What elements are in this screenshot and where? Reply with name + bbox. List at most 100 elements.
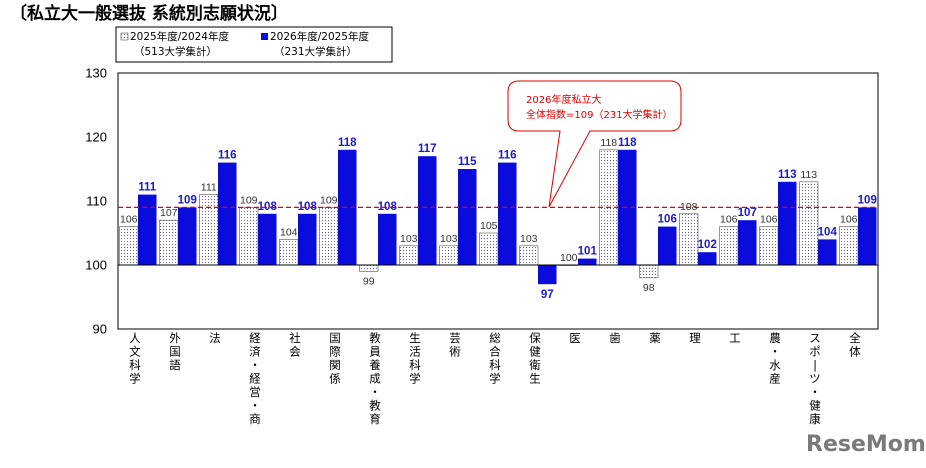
resemom-logo: ReseMom bbox=[806, 432, 926, 457]
bar-series-a bbox=[159, 219, 179, 266]
bar-series-b bbox=[618, 149, 637, 265]
bar-series-a bbox=[399, 245, 419, 266]
bar-series-b bbox=[698, 252, 717, 265]
bar-series-b bbox=[218, 162, 237, 265]
y-axis: 90 100 110 120 130 bbox=[85, 66, 107, 337]
category-label: 医 bbox=[569, 331, 581, 345]
value-label-series-b: 97 bbox=[541, 289, 554, 301]
category-labels: 人文科学 外国語 法 経済・経営・商 社会 国際関係 教員養成・教育 生活科学 芸術 総合科学 保健… bbox=[129, 331, 861, 426]
value-label-series-a: 106 bbox=[760, 214, 778, 226]
bar-series-b bbox=[338, 149, 357, 265]
value-labels: 1061111071091111161091081041081091189910… bbox=[120, 137, 877, 301]
bar-series-a bbox=[199, 194, 219, 266]
value-label-series-a: 100 bbox=[560, 252, 578, 264]
value-label-series-b: 111 bbox=[138, 182, 157, 194]
legend-label-series-b: 2026年度/2025年度 bbox=[270, 30, 369, 43]
value-label-series-a: 106 bbox=[840, 214, 858, 226]
bar-series-b bbox=[818, 239, 837, 265]
bar-series-b bbox=[258, 213, 277, 265]
legend-box bbox=[115, 26, 393, 63]
bars bbox=[119, 149, 877, 285]
value-label-series-a: 113 bbox=[800, 169, 817, 181]
category-label: 工 bbox=[729, 331, 741, 345]
bar-series-b bbox=[738, 220, 757, 265]
bar-series-a bbox=[679, 213, 699, 266]
category-label: 法 bbox=[209, 331, 221, 345]
legend-label-series-a: 2025年度/2024年度 bbox=[130, 30, 229, 43]
y-tick-label: 120 bbox=[85, 130, 107, 145]
y-tick-label: 100 bbox=[85, 258, 107, 273]
value-label-series-a: 107 bbox=[160, 207, 178, 219]
value-label-series-a: 109 bbox=[240, 194, 258, 206]
bar-series-b bbox=[658, 226, 677, 265]
category-label: 国際関係 bbox=[329, 331, 341, 386]
bar-series-a bbox=[639, 264, 659, 279]
value-label-series-a: 118 bbox=[600, 137, 617, 149]
y-tick-label: 130 bbox=[85, 66, 107, 81]
value-label-series-a: 106 bbox=[720, 214, 738, 226]
value-label-series-b: 106 bbox=[658, 214, 677, 226]
value-label-series-a: 106 bbox=[120, 214, 138, 226]
bar-series-b bbox=[418, 156, 437, 265]
callout-line-1: 2026年度私立大 bbox=[526, 93, 601, 106]
value-label-series-b: 108 bbox=[298, 201, 318, 213]
category-label: 外国語 bbox=[169, 331, 181, 372]
category-label: 社会 bbox=[289, 331, 301, 359]
value-label-series-b: 118 bbox=[338, 137, 357, 149]
bar-series-a bbox=[319, 207, 339, 266]
category-label: 理 bbox=[689, 331, 701, 345]
bar-series-b bbox=[458, 169, 477, 265]
value-label-series-b: 115 bbox=[458, 156, 477, 168]
callout-bubble bbox=[507, 80, 682, 208]
bar-series-a bbox=[119, 226, 139, 266]
bar-series-a bbox=[799, 181, 819, 266]
category-label: 薬 bbox=[649, 331, 661, 345]
y-tick-label: 110 bbox=[86, 194, 107, 209]
bar-series-a bbox=[719, 226, 739, 266]
category-label: 教員養成・教育 bbox=[369, 331, 381, 426]
bar-series-b bbox=[778, 181, 797, 265]
legend-swatch-series-b bbox=[261, 33, 268, 40]
value-label-series-a: 99 bbox=[363, 275, 375, 287]
category-label: 全体 bbox=[849, 331, 861, 359]
category-label: 芸術 bbox=[449, 331, 461, 359]
bar-series-a bbox=[439, 245, 459, 266]
value-label-series-b: 116 bbox=[498, 150, 517, 162]
value-label-series-b: 118 bbox=[618, 137, 637, 149]
bar-series-b bbox=[498, 162, 517, 265]
legend-sublabel-series-b: （231大学集計） bbox=[274, 45, 357, 58]
value-label-series-a: 111 bbox=[201, 182, 217, 194]
value-label-series-a: 109 bbox=[320, 194, 338, 206]
bar-series-a bbox=[519, 245, 539, 266]
value-label-series-b: 116 bbox=[218, 150, 237, 162]
legend-sublabel-series-a: （513大学集計） bbox=[134, 45, 217, 58]
bar-series-b bbox=[298, 213, 317, 265]
bar-series-a bbox=[279, 239, 299, 266]
bar-series-a bbox=[239, 207, 259, 266]
value-label-series-a: 105 bbox=[480, 220, 498, 232]
value-label-series-b: 117 bbox=[418, 143, 437, 155]
bar-series-a bbox=[839, 226, 859, 266]
value-label-series-b: 109 bbox=[178, 194, 197, 206]
category-label: スポ|ツ・健康 bbox=[809, 331, 821, 426]
category-label: 総合科学 bbox=[489, 331, 501, 386]
category-label: 歯 bbox=[609, 331, 621, 345]
value-label-series-b: 108 bbox=[258, 201, 278, 213]
legend-swatch-series-a bbox=[120, 32, 129, 41]
value-label-series-b: 102 bbox=[698, 239, 717, 251]
category-label: 農・水産 bbox=[769, 331, 781, 386]
category-label: 生活科学 bbox=[409, 331, 421, 386]
callout: 2026年度私立大 全体指数=109（231大学集計） bbox=[507, 80, 682, 208]
plot-frame bbox=[117, 72, 879, 330]
value-label-series-a: 104 bbox=[280, 226, 298, 238]
category-label: 人文科学 bbox=[129, 331, 141, 386]
value-label-series-b: 113 bbox=[778, 169, 797, 181]
legend: 2025年度/2024年度 （513大学集計） 2026年度/2025年度 （2… bbox=[115, 26, 393, 63]
value-label-series-b: 107 bbox=[738, 207, 757, 219]
value-label-series-b: 108 bbox=[378, 201, 398, 213]
bar-series-a bbox=[759, 226, 779, 266]
value-label-series-a: 103 bbox=[440, 233, 458, 245]
value-label-series-a: 103 bbox=[520, 233, 538, 245]
value-label-series-b: 101 bbox=[578, 246, 598, 258]
